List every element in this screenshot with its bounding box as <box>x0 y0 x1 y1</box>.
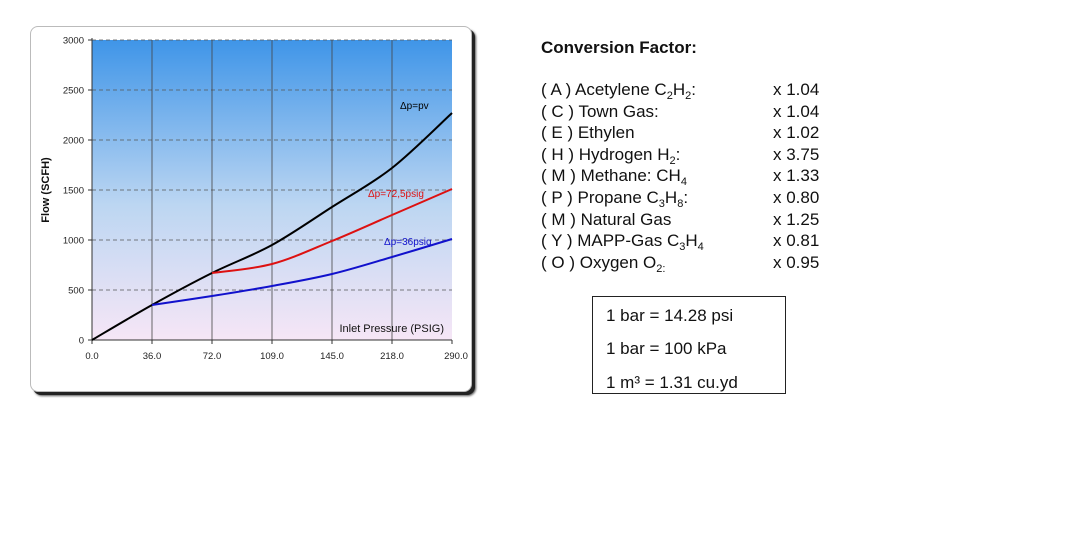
series <box>91 112 453 341</box>
unit-line-psi: 1 bar = 14.28 psi <box>606 306 734 325</box>
series-label: Δp=36psig <box>384 237 432 248</box>
conversion-row: ( E ) Ethylen x 1.02 <box>541 123 861 145</box>
y-tick-label: 500 <box>68 286 84 297</box>
gas-text: ( P ) Propane C <box>541 187 659 207</box>
conversion-row: ( P ) Propane C3H8: x 0.80 <box>541 188 861 210</box>
gas-subscript: 3 <box>679 241 686 254</box>
gas-text: ( A ) Acetylene C <box>541 80 667 99</box>
conversion-list: ( A ) Acetylene C2H2: x 1.04( C ) Town Ga… <box>541 80 861 274</box>
labels: 0 500 1000 1500 2000 2500 3000 0.0 36.0 72.0 109.0… <box>40 36 468 363</box>
series-line <box>211 188 453 274</box>
y-tick-label: 1500 <box>63 186 84 197</box>
gas-subscript: 4 <box>697 241 704 254</box>
x-tick-label: 290.0 <box>444 351 468 362</box>
grid <box>92 39 452 340</box>
x-tick-label: 109.0 <box>260 351 284 362</box>
x-tick-label: 0.0 <box>85 351 98 362</box>
unit-line-cuyd: 1 m³ = 1.31 cu.yd <box>606 373 738 392</box>
gas-text: ( C ) Town Gas: <box>541 101 659 121</box>
conversion-factor-value: x 0.95 <box>773 252 820 272</box>
gas-label: ( P ) Propane C3H8: <box>541 187 689 210</box>
y-tick-label: 3000 <box>63 36 84 47</box>
chart-panel: 0 500 1000 1500 2000 2500 3000 0.0 36.0 72.0 109.0… <box>30 26 472 392</box>
unit-line-kpa: 1 bar = 100 kPa <box>606 339 727 358</box>
gas-text: ( Y ) MAPP-Gas C <box>541 231 680 251</box>
conversion-row: ( C ) Town Gas: x 1.04 <box>541 102 861 124</box>
conversion-row: ( Y ) MAPP-Gas C3H4 x 0.81 <box>541 231 861 253</box>
unit-conversion-box: 1 bar = 14.28 psi 1 bar = 100 kPa 1 m³ =… <box>592 296 786 394</box>
flow-chart: 0 500 1000 1500 2000 2500 3000 0.0 36.0 72.0 109.0… <box>40 36 468 363</box>
y-tick-label: 0 <box>79 336 84 347</box>
x-axis-title: Inlet Pressure (PSIG) <box>339 323 444 335</box>
y-tick-label: 2000 <box>63 136 84 147</box>
conversion-row: ( O ) Oxygen O2: x 0.95 <box>541 253 861 275</box>
axes <box>88 38 453 344</box>
gas-subscript: 3 <box>658 197 665 210</box>
x-tick-label: 72.0 <box>203 351 222 362</box>
conversion-row: ( M ) Natural Gas x 1.25 <box>541 210 861 232</box>
series-label: Δp=pv <box>400 101 429 112</box>
gas-text: ( M ) Methane: CH <box>541 166 681 186</box>
conversion-factor-panel: Conversion Factor: ( A ) Acetylene C2H2:… <box>541 38 861 274</box>
gas-label: ( M ) Methane: CH4 <box>541 166 687 189</box>
gas-text: H <box>664 187 678 207</box>
y-axis-title: Flow (SCFH) <box>40 157 52 223</box>
gas-subscript: 4 <box>680 176 687 189</box>
series-label: Δp=72,5psig <box>368 189 424 200</box>
gas-label: ( O ) Oxygen O2: <box>541 252 666 275</box>
gas-text: : <box>683 187 689 207</box>
series-line <box>151 238 453 306</box>
conversion-title: Conversion Factor: <box>541 38 697 57</box>
gas-text: : <box>691 80 696 99</box>
gas-text: : <box>675 144 681 164</box>
conversion-factor-value: x 0.81 <box>773 231 820 251</box>
gas-label: ( M ) Natural Gas <box>541 210 671 230</box>
gas-text: ( M ) Natural Gas <box>541 209 672 229</box>
conversion-row: ( H ) Hydrogen H2: x 3.75 <box>541 145 861 167</box>
gas-text: ( E ) Ethylen <box>541 123 635 143</box>
gas-subscript: 2: <box>656 262 666 275</box>
conversion-factor-value: x 1.02 <box>773 123 820 143</box>
gas-text: H <box>672 80 686 99</box>
gas-label: ( A ) Acetylene C2H2: <box>541 80 696 102</box>
gas-text: ( O ) Oxygen O <box>541 252 657 272</box>
gas-text: ( H ) Hydrogen H <box>541 144 670 164</box>
gas-label: ( H ) Hydrogen H2: <box>541 144 681 167</box>
x-tick-label: 145.0 <box>320 351 344 362</box>
y-tick-label: 2500 <box>63 86 84 97</box>
gas-label: ( E ) Ethylen <box>541 123 635 143</box>
conversion-factor-value: x 1.04 <box>773 80 820 99</box>
conversion-row: ( M ) Methane: CH4 x 1.33 <box>541 166 861 188</box>
conversion-factor-value: x 1.04 <box>773 101 820 121</box>
x-tick-label: 36.0 <box>143 351 162 362</box>
gas-subscript: 2 <box>685 90 692 102</box>
conversion-factor-value: x 1.33 <box>773 166 820 186</box>
conversion-row: ( A ) Acetylene C2H2: x 1.04 <box>541 80 861 102</box>
gas-subscript: 2 <box>666 90 673 102</box>
x-tick-label: 218.0 <box>380 351 404 362</box>
gas-label: ( Y ) MAPP-Gas C3H4 <box>541 231 704 254</box>
y-tick-label: 1000 <box>63 236 84 247</box>
gas-text: H <box>685 231 698 251</box>
gas-subscript: 2 <box>669 154 676 167</box>
gas-subscript: 8 <box>677 197 684 210</box>
conversion-factor-value: x 3.75 <box>773 144 820 164</box>
conversion-factor-value: x 0.80 <box>773 187 820 207</box>
gas-label: ( C ) Town Gas: <box>541 102 659 122</box>
conversion-factor-value: x 1.25 <box>773 209 820 229</box>
